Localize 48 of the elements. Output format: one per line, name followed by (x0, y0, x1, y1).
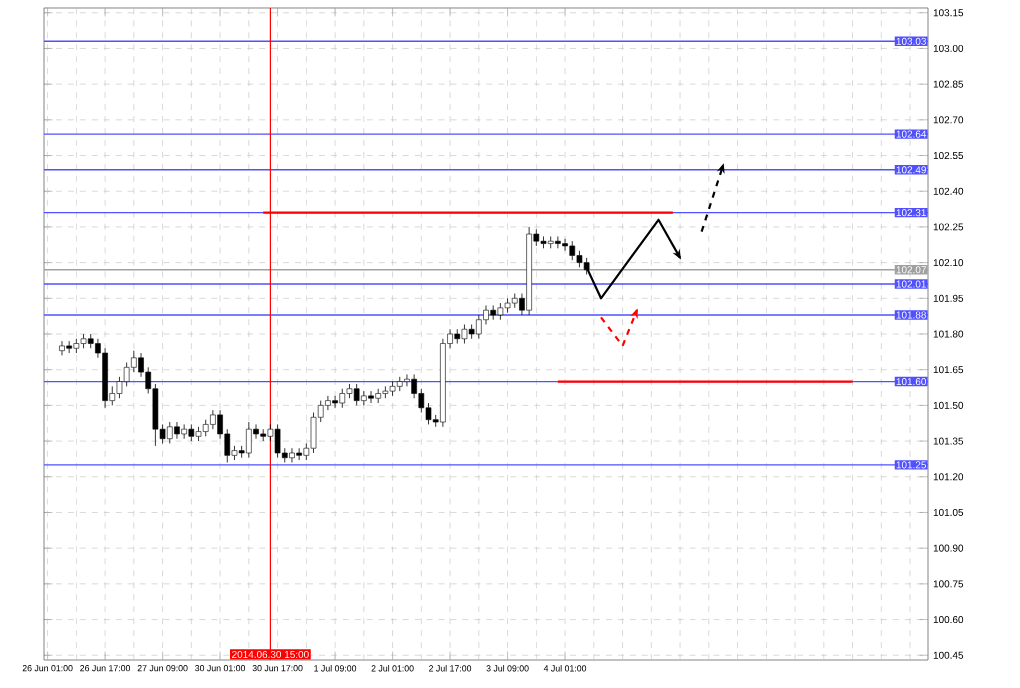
candlestick (353, 383, 360, 406)
candlestick (440, 338, 446, 428)
candlestick (310, 412, 317, 454)
candlestick (123, 362, 130, 387)
candlestick (461, 324, 468, 344)
candlestick (274, 424, 281, 459)
candlestick (202, 419, 209, 437)
candlestick (210, 409, 216, 430)
candlestick (73, 338, 80, 354)
candlestick (260, 428, 267, 442)
candlestick (181, 424, 187, 440)
candlestick (555, 236, 561, 249)
candlestick (454, 328, 461, 344)
candlestick (246, 421, 252, 459)
candlestick (174, 421, 180, 440)
candlestick (540, 236, 547, 249)
candlestick (396, 376, 403, 392)
candlestick (87, 333, 94, 349)
candlestick (504, 297, 511, 313)
candlestick (368, 390, 374, 404)
candlestick (59, 340, 65, 356)
candlestick (361, 390, 367, 406)
candlestick (325, 395, 331, 411)
candlestick (332, 395, 338, 409)
candlestick (346, 383, 353, 399)
candlestick (569, 240, 576, 261)
candlestick (289, 447, 295, 463)
candlestick (382, 385, 389, 399)
candlestick (526, 226, 532, 316)
candlestick (102, 347, 108, 409)
candlestick (389, 381, 396, 397)
candlestick (490, 305, 497, 321)
candlestick (195, 426, 202, 442)
candlestick (511, 293, 518, 309)
candlestick (339, 388, 346, 409)
candlestick (296, 447, 302, 461)
candlestick (375, 388, 382, 404)
candlestick (497, 302, 504, 321)
candlestick (80, 333, 87, 349)
candlestick (66, 340, 72, 354)
candlestick (576, 250, 583, 268)
candlestick (188, 424, 195, 442)
candlestick (404, 374, 410, 387)
candlestick (476, 314, 482, 340)
candlestick (468, 324, 475, 340)
candlestick (166, 421, 173, 444)
candlestick (562, 238, 568, 252)
candlestick (547, 236, 554, 249)
